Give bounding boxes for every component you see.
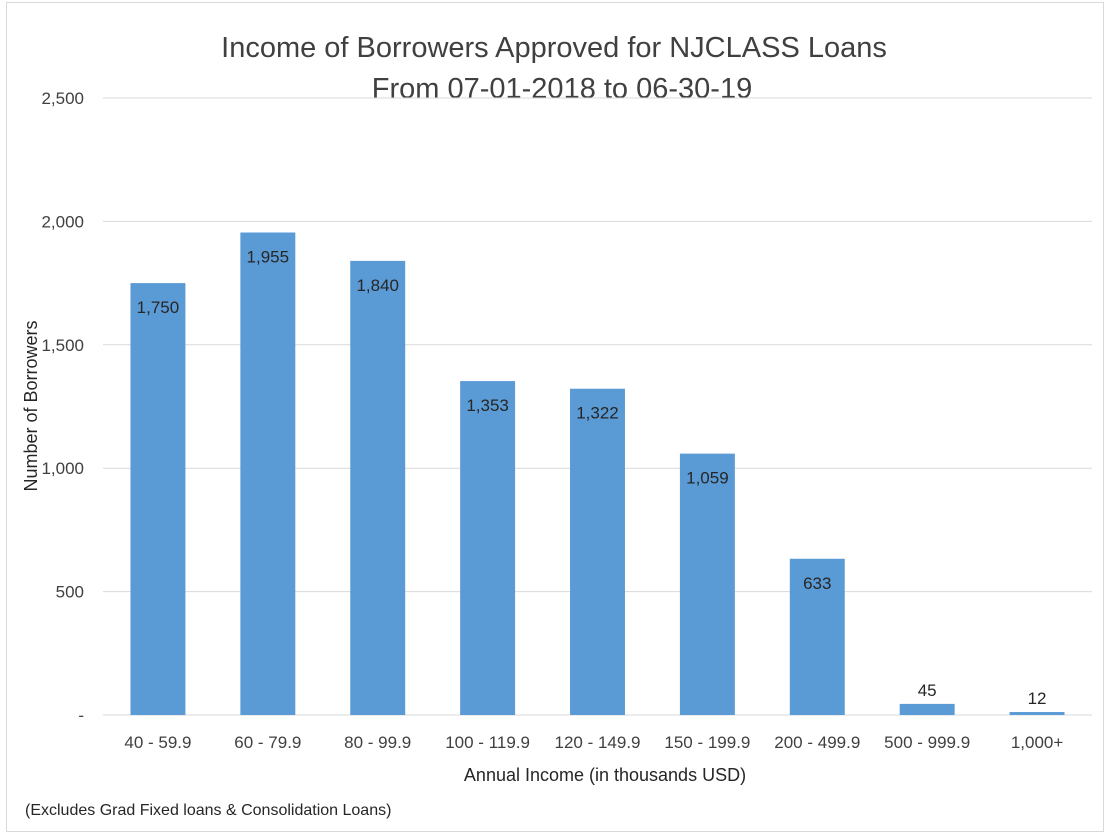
chart-title-line-2: From 07-01-2018 to 06-30-19: [372, 73, 752, 105]
x-axis-title: Annual Income (in thousands USD): [464, 765, 746, 785]
y-axis-ticks: - 500 1,000 1,500 2,000 2,500: [41, 89, 84, 725]
data-label: 1,059: [686, 469, 729, 488]
bar: [240, 232, 296, 716]
chart-frame: [6, 2, 1104, 832]
bar: [130, 283, 186, 715]
bar: [899, 703, 955, 715]
data-labels: 1,750 1,955 1,840 1,353 1,322 1,059 633 45 12: [137, 248, 1047, 709]
y-tick-label: 2,500: [41, 89, 84, 108]
data-label: 1,840: [356, 276, 399, 295]
x-tick-label: 200 - 499.9: [774, 733, 860, 752]
footnote: (Excludes Grad Fixed loans & Consolidati…: [25, 802, 391, 819]
y-tick-label: 1,000: [41, 459, 84, 478]
x-tick-label: 80 - 99.9: [344, 733, 411, 752]
bar: [1009, 712, 1065, 715]
bar: [350, 260, 406, 715]
x-tick-label: 500 - 999.9: [884, 733, 970, 752]
y-tick-label: -: [78, 706, 84, 725]
data-label: 1,750: [137, 298, 180, 317]
y-axis-title: Number of Borrowers: [21, 320, 41, 491]
bar: [570, 388, 625, 715]
bar: [679, 453, 735, 715]
y-tick-label: 1,500: [41, 336, 84, 355]
data-label: 633: [803, 574, 831, 593]
x-tick-label: 1,000+: [1011, 733, 1064, 752]
x-tick-label: 120 - 149.9: [554, 733, 640, 752]
x-tick-label: 100 - 119.9: [445, 733, 530, 752]
x-tick-label: 40 - 59.9: [124, 733, 191, 752]
bars: [130, 232, 1065, 716]
data-label: 12: [1028, 689, 1047, 708]
y-tick-label: 2,000: [41, 212, 84, 231]
data-label: 45: [918, 681, 937, 700]
x-tick-label: 150 - 199.9: [664, 733, 750, 752]
data-label: 1,353: [466, 396, 509, 415]
chart-title-line-1: Income of Borrowers Approved for NJCLASS…: [221, 32, 887, 64]
y-tick-label: 500: [56, 583, 84, 602]
x-tick-label: 60 - 79.9: [234, 733, 301, 752]
data-label: 1,955: [247, 248, 290, 267]
data-label: 1,322: [576, 404, 619, 423]
x-axis-ticks: 40 - 59.9 60 - 79.9 80 - 99.9 100 - 119.9 12…: [124, 733, 1063, 752]
bar: [460, 381, 516, 715]
bar: [789, 558, 845, 715]
